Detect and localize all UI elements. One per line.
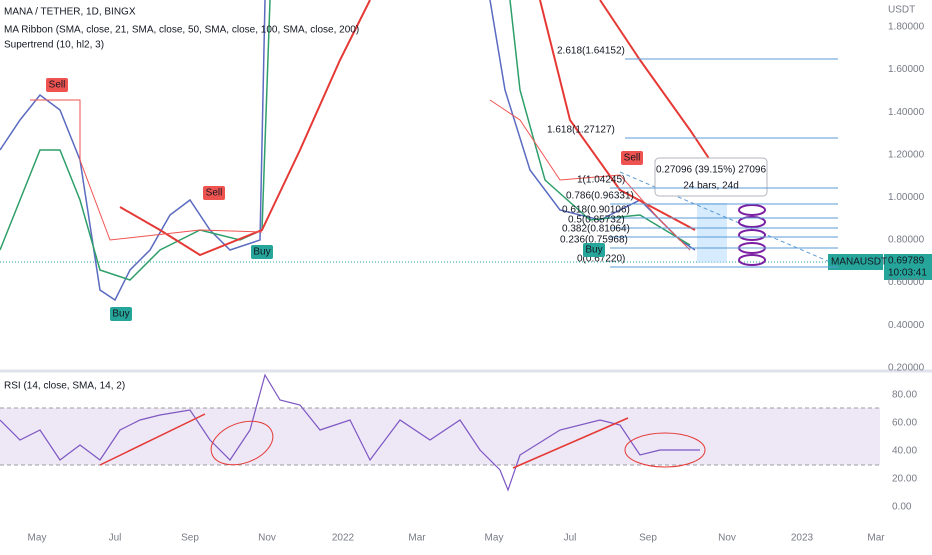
rsi-axis: 80.00 60.00 40.00 20.00 0.00 — [892, 390, 917, 513]
ma-line — [509, 0, 691, 246]
annotation-ellipse — [210, 420, 274, 466]
time-label: 2022 — [332, 533, 355, 544]
trend-line — [512, 417, 629, 469]
fib-label: 0.5(0.85732) — [568, 215, 625, 226]
ma-line — [599, 0, 711, 161]
measure-box — [654, 157, 768, 197]
time-label: May — [485, 533, 504, 544]
signal-label: Buy — [112, 309, 129, 320]
time-label: May — [28, 533, 47, 544]
price-tick: 1.80000 — [888, 22, 925, 33]
price-tick: 1.20000 — [888, 149, 925, 160]
rsi-tick: 60.00 — [892, 418, 917, 429]
time-axis: May Jul Sep Nov 2022 Mar May Jul Sep Nov 2023 Mar — [28, 533, 886, 544]
fib-label: 2.618(1.64152) — [557, 46, 625, 57]
time-label: Mar — [408, 533, 426, 544]
signal-label: Buy — [585, 245, 602, 256]
price-tick: 0.60000 — [888, 277, 925, 288]
rsi-tick: 80.00 — [892, 390, 917, 401]
price-tick: 1.60000 — [888, 64, 925, 75]
price-tick: 0.80000 — [888, 235, 925, 246]
measure-area — [697, 203, 727, 263]
supertrend — [30, 99, 263, 241]
price-tick: 1.00000 — [888, 192, 925, 203]
signal-label: Sell — [49, 80, 66, 91]
symbol-tag — [828, 254, 883, 270]
signal-badge — [251, 245, 273, 259]
time-label: Jul — [564, 533, 577, 544]
measure-duration: 24 bars, 24d — [683, 181, 739, 192]
rsi-tick: 0.00 — [892, 502, 912, 513]
last-price: 0.69789 — [888, 256, 925, 267]
signal-label: Sell — [206, 188, 223, 199]
time-label: 2023 — [791, 533, 814, 544]
fib-label: 0.236(0.75968) — [560, 235, 628, 246]
signal-label: Sell — [624, 153, 641, 164]
fib-label: 0.382(0.81064) — [562, 224, 630, 235]
price-tick: 0.20000 — [888, 362, 925, 373]
indicator-legend: Supertrend (10, hl2, 3) — [4, 40, 104, 51]
symbol-legend: MANA / TETHER, 1D, BINGX — [4, 7, 136, 18]
fib-label: 0.786(0.96331) — [566, 191, 634, 202]
rsi-line — [0, 373, 700, 492]
price-tick: 1.40000 — [888, 107, 925, 118]
time-label: Sep — [639, 533, 657, 544]
time-label: Nov — [258, 533, 276, 544]
ma-line — [539, 0, 696, 231]
fib-label: 1(1.04245) — [577, 175, 625, 186]
price-axis: USDT 1.80000 1.60000 1.40000 1.20000 1.00000 0… — [888, 5, 925, 374]
signal-badge — [46, 78, 68, 92]
annotation-ellipse — [624, 432, 706, 468]
time-label: Nov — [718, 533, 736, 544]
time-label: Mar — [867, 533, 885, 544]
countdown: 10:03:41 — [888, 268, 927, 279]
axis-unit: USDT — [888, 5, 915, 16]
signal-badge — [583, 243, 605, 257]
indicator-legend: MA Ribbon (SMA, close, 21, SMA, close, 5… — [4, 25, 359, 36]
fib-label: 0.618(0.90106) — [562, 205, 630, 216]
signal-label: Buy — [253, 247, 270, 258]
rsi-tick: 40.00 — [892, 446, 917, 457]
price-tick: 0.40000 — [888, 320, 925, 331]
rsi-legend: RSI (14, close, SMA, 14, 2) — [4, 381, 125, 392]
time-label: Sep — [181, 533, 199, 544]
measure-change: 0.27096 (39.15%) 27096 — [656, 165, 767, 176]
rsi-tick: 20.00 — [892, 474, 917, 485]
supertrend — [489, 99, 691, 251]
signal-badge — [110, 307, 132, 321]
ma-line — [119, 0, 371, 257]
signal-badge — [621, 151, 643, 165]
fib-label: 1.618(1.27127) — [547, 125, 615, 136]
price-drawing — [0, 0, 831, 492]
time-label: Jul — [109, 533, 122, 544]
signal-badge — [203, 186, 225, 200]
price-tag — [884, 254, 932, 280]
rsi-band — [0, 408, 880, 465]
fib-label: 0(0.67220) — [577, 254, 625, 265]
trend-line — [99, 413, 206, 466]
last-symbol: MANAUSDT — [831, 257, 887, 268]
